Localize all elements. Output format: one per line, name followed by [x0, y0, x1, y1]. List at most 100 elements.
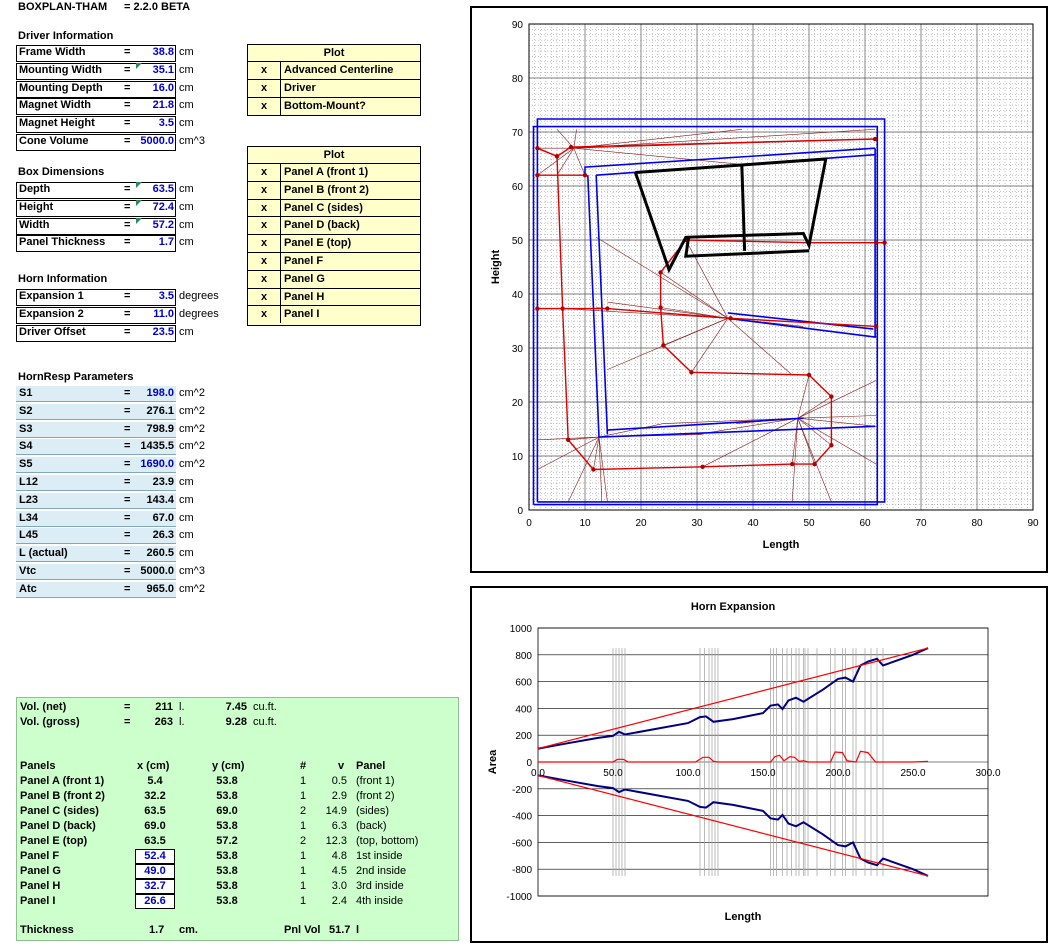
hornresp-value[interactable]: 1690.0: [140, 458, 174, 471]
hornresp-unit: cm^2: [179, 404, 205, 417]
panel-x-input[interactable]: 49.0: [135, 864, 175, 879]
horn-row: [16, 289, 176, 306]
panel-name: Panel H: [20, 880, 61, 892]
option-label: Panel B (front 2): [284, 183, 369, 196]
panel-x-input[interactable]: 32.7: [135, 879, 175, 894]
col-count: #: [300, 760, 307, 772]
option-checkbox[interactable]: x: [248, 235, 281, 253]
option-checkbox[interactable]: x: [248, 79, 281, 97]
driver-value[interactable]: 5000.0: [140, 135, 174, 147]
plot2-option[interactable]: x Panel H: [248, 287, 420, 306]
vol_gross-equals: =: [124, 716, 131, 728]
plot2-option[interactable]: x Panel I: [248, 305, 420, 324]
plot2-option[interactable]: x Panel B (front 2): [248, 180, 420, 199]
centerline-point: [790, 461, 795, 467]
y-tick-label: 400: [515, 704, 532, 715]
hornresp-label: L45: [19, 529, 38, 542]
box-value[interactable]: 63.5: [152, 183, 174, 195]
vol_gross-label: Vol. (gross): [20, 716, 80, 728]
plot2-option[interactable]: x Panel D (back): [248, 216, 420, 235]
panel-x-input[interactable]: 52.4: [135, 849, 175, 864]
option-checkbox[interactable]: x: [248, 270, 281, 288]
plot2-option[interactable]: x Panel E (top): [248, 234, 420, 253]
box-value[interactable]: 72.4: [152, 200, 174, 213]
plot1-option[interactable]: x Driver: [248, 78, 420, 97]
option-checkbox[interactable]: x: [248, 217, 281, 235]
panel-count: 1: [300, 865, 307, 877]
hornresp-value[interactable]: 276.1: [146, 404, 174, 417]
plot2-option[interactable]: x Panel F: [248, 252, 420, 270]
vol_net-unit-cuft: cu.ft.: [253, 701, 277, 713]
panel-desc: (front 1): [356, 775, 395, 787]
hornresp-value[interactable]: 23.9: [152, 476, 174, 488]
y-axis-label: Area: [487, 749, 499, 774]
y-tick-label: 0: [526, 758, 532, 769]
panel-x-input[interactable]: 26.6: [135, 894, 175, 909]
horn-value[interactable]: 11.0: [153, 307, 174, 320]
web-line: [685, 239, 729, 319]
option-checkbox[interactable]: x: [248, 199, 281, 217]
y-tick-label: -600: [512, 838, 532, 849]
hornresp-value[interactable]: 965.0: [146, 582, 174, 595]
plot2-option[interactable]: x Panel C (sides): [248, 198, 420, 217]
vol_gross-value: 263: [154, 716, 173, 728]
option-label: Panel A (front 1): [284, 166, 369, 178]
option-checkbox[interactable]: x: [248, 181, 281, 199]
hornresp-equals: =: [124, 404, 131, 417]
col-y: y (cm): [212, 760, 245, 772]
driver-value[interactable]: 38.8: [152, 46, 174, 58]
panel-x: 69.0: [144, 820, 166, 832]
hornresp-value[interactable]: 143.4: [146, 493, 174, 506]
box-value[interactable]: 57.2: [152, 218, 174, 231]
box-row: [16, 217, 176, 235]
plot-options-2: Plot x Panel A (front 1) x Panel B (front 2)…: [247, 146, 421, 326]
driver-unit: cm: [179, 99, 194, 112]
series-box-2: [584, 147, 876, 176]
hornresp-value[interactable]: 5000.0: [140, 565, 174, 577]
option-checkbox[interactable]: x: [248, 62, 281, 79]
driver-row: [16, 80, 176, 98]
panel-volume: 0.5: [331, 775, 347, 787]
horn-value[interactable]: 3.5: [158, 290, 174, 302]
box-equals: =: [124, 200, 131, 213]
hornresp-label: S1: [19, 387, 33, 399]
driver-row: [16, 98, 176, 116]
input-marker: [136, 62, 142, 69]
hornresp-row: [16, 581, 176, 598]
box-unit: cm: [179, 236, 194, 249]
hornresp-value[interactable]: 67.0: [152, 511, 174, 524]
hornresp-equals: =: [124, 387, 131, 399]
driver-value[interactable]: 3.5: [158, 117, 174, 130]
box-value[interactable]: 1.7: [158, 236, 174, 249]
series-centerline-13: [556, 156, 885, 471]
panel-y: 53.8: [216, 790, 238, 802]
hornresp-section-title: HornResp Parameters: [18, 371, 134, 383]
driver-value[interactable]: 21.8: [152, 99, 174, 112]
hornresp-value[interactable]: 798.9: [146, 422, 174, 435]
option-checkbox[interactable]: x: [248, 306, 281, 324]
plot2-option[interactable]: x Panel G: [248, 269, 420, 288]
option-checkbox[interactable]: x: [248, 288, 281, 306]
hornresp-value[interactable]: 198.0: [146, 387, 174, 399]
hornresp-value[interactable]: 260.5: [146, 547, 174, 560]
y-tick-label: 30: [512, 344, 524, 355]
panel-name: Panel I: [20, 895, 56, 907]
driver-value[interactable]: 35.1: [152, 63, 174, 76]
horn-section-title: Horn Information: [18, 273, 108, 285]
driver-equals: =: [124, 63, 131, 76]
plot1-option[interactable]: x Bottom-Mount?: [248, 96, 420, 115]
option-checkbox[interactable]: x: [248, 97, 281, 115]
option-checkbox[interactable]: x: [248, 253, 281, 270]
web-line: [573, 129, 742, 149]
x-axis-label: Length: [763, 539, 800, 551]
plot2-option[interactable]: x Panel A (front 1): [248, 163, 420, 181]
panel-count: 2: [300, 805, 307, 817]
horn-value[interactable]: 23.5: [152, 325, 174, 338]
driver-label: Mounting Depth: [19, 81, 103, 94]
hornresp-value[interactable]: 1435.5: [140, 440, 174, 453]
hornresp-value[interactable]: 26.3: [152, 529, 174, 542]
option-checkbox[interactable]: x: [248, 164, 281, 181]
driver-value[interactable]: 16.0: [152, 81, 174, 94]
plot1-option[interactable]: x Advanced Centerline: [248, 61, 420, 79]
series-ideal-4: [538, 750, 929, 763]
